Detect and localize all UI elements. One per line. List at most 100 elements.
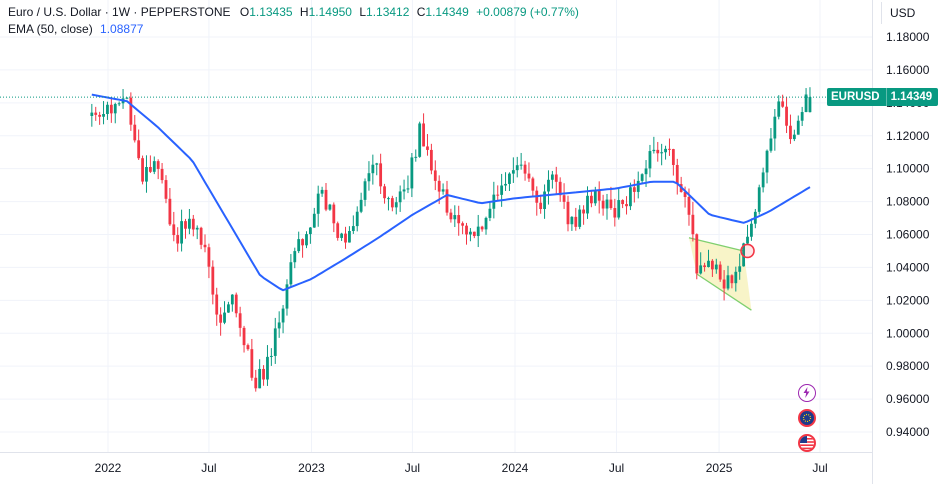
legend-ema-row: EMA (50, close) 1.08877 (8, 21, 579, 38)
candle-body (734, 271, 738, 284)
candle-body (207, 247, 211, 267)
currency-button[interactable]: USD (881, 2, 937, 24)
candle-body (273, 328, 277, 356)
price-axis[interactable]: 1.180001.160001.140001.120001.100001.080… (872, 0, 930, 484)
candle-body (133, 124, 137, 141)
candle-body (227, 304, 230, 313)
candle-body (613, 208, 617, 218)
lightning-icon[interactable] (798, 384, 816, 402)
candle-body (219, 314, 223, 323)
candle-body (558, 181, 562, 196)
candle-body (714, 264, 718, 270)
candle-body (601, 200, 605, 209)
candle-body (469, 231, 472, 235)
candle-body (148, 167, 152, 172)
candle-body (328, 204, 332, 210)
us-flag-icon[interactable] (798, 434, 816, 452)
candle-body (586, 195, 589, 214)
candle-body (664, 148, 667, 153)
legend-symbol-row: Euro / U.S. Dollar · 1W · PEPPERSTONE O1… (8, 4, 579, 21)
candle-body (351, 226, 355, 232)
candle-body (441, 189, 445, 192)
candle-body (266, 356, 269, 380)
candle-body (293, 251, 297, 263)
eu-flag-icon[interactable] (798, 409, 816, 427)
candlestick-series (90, 87, 812, 392)
candle-body (804, 94, 808, 113)
candle-body (652, 149, 656, 152)
candle-body (234, 294, 238, 314)
candle-body (632, 187, 636, 192)
candle-body (453, 215, 457, 220)
candle-body (269, 355, 273, 357)
x-tick-label: 2023 (298, 461, 325, 475)
candle-body (184, 221, 187, 229)
candle-body (398, 191, 402, 203)
candle-body (781, 101, 785, 107)
candle-body (496, 194, 500, 196)
candle-body (113, 104, 117, 114)
candle-body (504, 183, 507, 186)
candle-body (410, 157, 414, 189)
candle-body (668, 148, 671, 150)
x-tick-label: 2025 (706, 461, 733, 475)
candle-body (414, 156, 418, 158)
breakout-circle (740, 243, 755, 259)
candle-body (406, 188, 410, 190)
candle-body (172, 224, 176, 236)
candle-body (738, 266, 742, 272)
candle-body (605, 199, 609, 209)
candle-body (164, 180, 168, 199)
y-tick-label: 1.16000 (886, 63, 930, 77)
legend-ema-value: 1.08877 (100, 22, 144, 36)
candle-body (789, 125, 792, 140)
candle-body (394, 202, 398, 208)
candle-body (109, 104, 113, 114)
candle-body (543, 191, 546, 210)
candle-body (312, 213, 316, 228)
candle-body (129, 97, 133, 125)
legend-ema-label[interactable]: EMA (50, close) (8, 22, 93, 36)
candle-body (683, 191, 687, 197)
candle-body (285, 284, 289, 309)
chart-legend: Euro / U.S. Dollar · 1W · PEPPERSTONE O1… (8, 4, 579, 38)
candle-body (687, 196, 691, 215)
candle-body (152, 161, 156, 172)
candle-body (750, 223, 753, 237)
candle-body (332, 204, 336, 224)
candle-body (344, 233, 347, 243)
candle-body (277, 322, 281, 329)
candle-body (527, 173, 531, 179)
candle-body (254, 377, 258, 389)
candle-body (671, 149, 675, 165)
candle-body (429, 149, 433, 171)
candle-body (297, 239, 301, 252)
last-price-tag: EURUSD 1.14349 (827, 88, 939, 107)
candle-body (180, 221, 183, 244)
x-tick-label: 2024 (502, 461, 529, 475)
legend-symbol[interactable]: Euro / U.S. Dollar · 1W · PEPPERSTONE (8, 5, 231, 19)
candle-body (390, 198, 394, 208)
candle-body (176, 235, 180, 244)
candle-body (465, 225, 468, 235)
candle-body (238, 313, 242, 328)
candle-body (746, 236, 749, 244)
candle-body (547, 179, 550, 192)
legend-low-label: L (359, 5, 367, 19)
candle-body (742, 243, 746, 267)
candle-body (660, 152, 664, 154)
candle-body (722, 279, 726, 289)
legend-high-label: H (299, 5, 309, 19)
candle-body (562, 195, 566, 202)
candle-body (570, 216, 574, 225)
legend-high: 1.14950 (308, 5, 352, 19)
legend-open: 1.13435 (249, 5, 293, 19)
time-axis[interactable]: 2022 Jul 2023 Jul 2024 Jul 2025 Jul (0, 452, 872, 476)
candle-body (511, 170, 515, 174)
candle-body (590, 195, 593, 204)
candle-body (141, 158, 144, 182)
candle-body (695, 234, 699, 274)
candle-body (566, 201, 570, 225)
candle-body (117, 103, 121, 105)
candle-body (480, 226, 484, 230)
